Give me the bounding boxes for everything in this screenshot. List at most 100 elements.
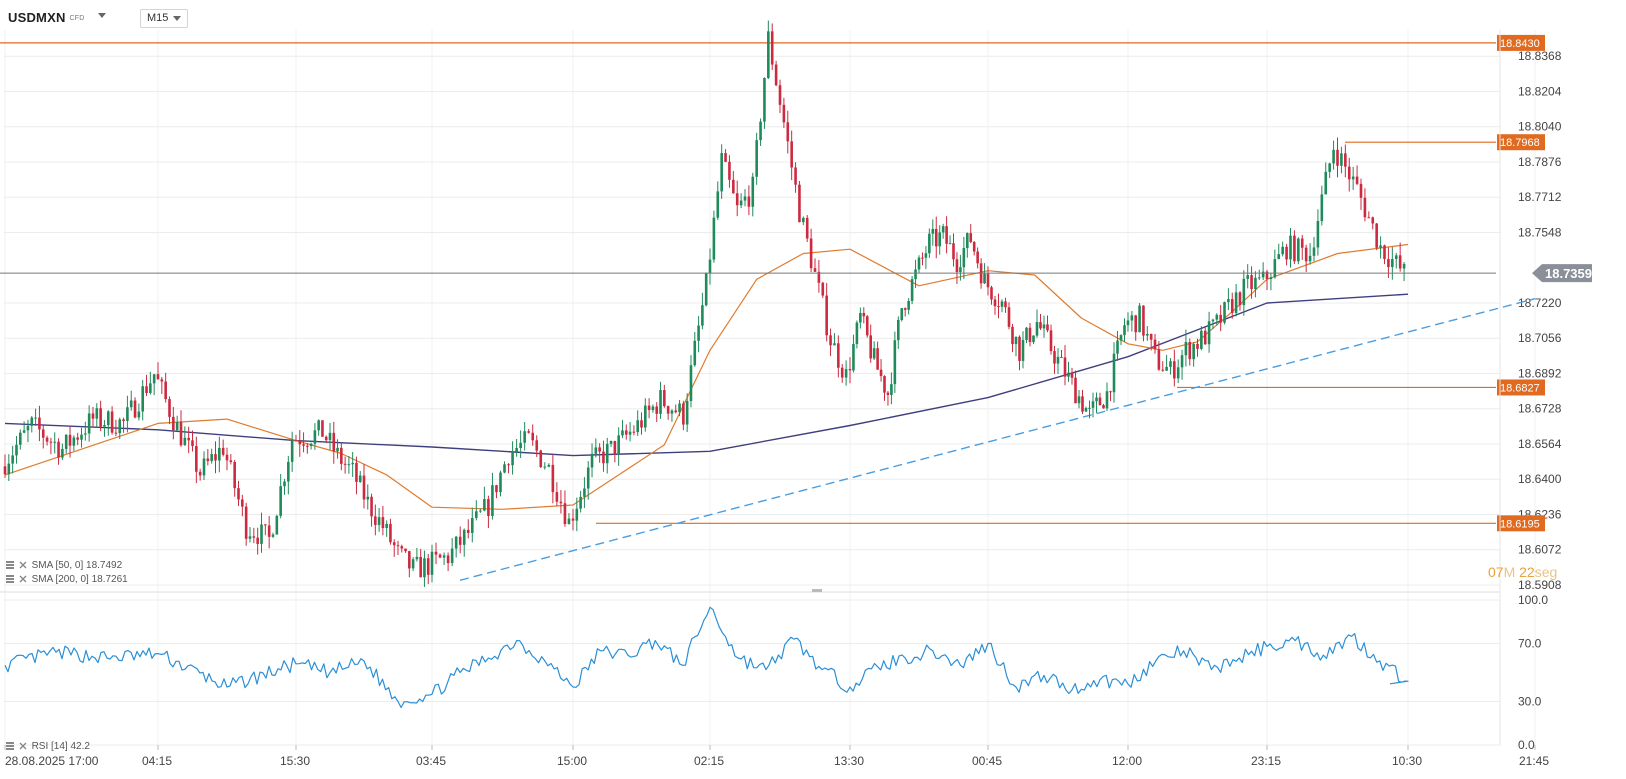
current-price-label: 18.7359 <box>1545 266 1592 281</box>
candle-body <box>229 460 233 463</box>
candle-body <box>778 85 782 105</box>
candle-body <box>470 517 474 533</box>
candle-body <box>411 559 415 569</box>
settings-icon[interactable] <box>6 575 14 583</box>
sma50-label: SMA [50, 0] 18.7492 <box>31 560 123 571</box>
candle-body <box>30 417 34 426</box>
candle-body <box>893 340 897 385</box>
candle-body <box>825 295 828 336</box>
candle-body <box>38 417 41 430</box>
time-tick-label: 12:00 <box>1112 754 1142 768</box>
candle-body <box>1063 357 1067 377</box>
candle-body <box>1028 327 1032 343</box>
candle-body <box>647 405 651 411</box>
rsi-label: RSI [14] 42.2 <box>31 741 90 752</box>
close-icon[interactable] <box>19 742 27 750</box>
candle-body <box>336 447 339 452</box>
candle-body <box>1098 397 1102 406</box>
candle-body <box>786 122 790 142</box>
candle-body <box>759 121 762 141</box>
candle-body <box>809 238 813 269</box>
sma200-legend[interactable]: SMA [200, 0] 18.7261 <box>6 574 128 585</box>
candle-body <box>1032 335 1035 343</box>
candle-body <box>865 316 869 336</box>
candle-body <box>1285 246 1288 260</box>
candle-body <box>1281 246 1284 255</box>
candle-body <box>313 430 317 444</box>
candle-body <box>91 413 95 419</box>
candle-body <box>1328 163 1331 172</box>
candle-body <box>126 407 129 421</box>
candle-body <box>763 77 766 122</box>
candle-body <box>1109 391 1112 393</box>
symbol-selector[interactable]: USDMXN CFD <box>8 10 85 25</box>
price-tick-label: 18.6400 <box>1518 472 1562 486</box>
candle-body <box>1223 302 1226 323</box>
rsi-legend[interactable]: RSI [14] 42.2 <box>6 741 90 752</box>
candle-body <box>1394 255 1398 259</box>
candle-body <box>594 447 598 454</box>
current-price: 18.7359 <box>0 264 1592 283</box>
candle-body <box>475 511 478 518</box>
candle-body <box>404 548 407 552</box>
candle-body <box>61 448 64 458</box>
candle-body <box>531 432 535 441</box>
timeframe-label: M15 <box>147 12 169 24</box>
candle-body <box>833 343 836 346</box>
time-tick-label: 28.08.2025 17:00 <box>5 754 99 768</box>
candle-body <box>644 405 647 428</box>
candle-body <box>519 442 522 449</box>
candle-body <box>1387 259 1390 268</box>
candle-body <box>1021 339 1025 361</box>
settings-icon[interactable] <box>6 742 14 750</box>
candle-body <box>275 515 279 535</box>
candle-body <box>632 431 636 433</box>
close-icon[interactable] <box>19 575 27 583</box>
candle-body <box>430 551 434 575</box>
candle-body <box>118 419 122 434</box>
time-tick-label: 15:00 <box>557 754 587 768</box>
candle-body <box>1332 149 1335 164</box>
candle-body <box>1119 335 1123 341</box>
candle-body <box>76 437 79 440</box>
time-tick-label: 15:30 <box>280 754 310 768</box>
candle-body <box>852 343 855 371</box>
candle-body <box>1081 396 1084 412</box>
candle-body <box>685 401 689 425</box>
level-tag <box>1497 515 1545 532</box>
candle-body <box>515 448 518 452</box>
sma50-legend[interactable]: SMA [50, 0] 18.7492 <box>6 560 122 571</box>
timeframe-selector[interactable]: M15 <box>140 9 188 28</box>
candle-body <box>392 542 396 546</box>
candle-body <box>1142 305 1145 336</box>
settings-icon[interactable] <box>6 561 14 569</box>
candle-body <box>294 440 298 442</box>
candle-body <box>907 300 910 310</box>
candle-body <box>917 257 921 270</box>
candle-body <box>1042 324 1046 329</box>
candle-body <box>805 217 809 239</box>
candle-body <box>487 499 490 516</box>
time-tick-label: 21:45 <box>1519 754 1549 768</box>
candle-body <box>1161 369 1165 371</box>
candle-body <box>1320 194 1324 222</box>
candle-body <box>886 392 890 395</box>
candle-body <box>993 299 997 307</box>
candle-body <box>80 434 83 440</box>
candle-body <box>598 447 601 452</box>
candle-body <box>183 437 187 446</box>
candle-body <box>1398 255 1402 269</box>
candle-body <box>1060 356 1063 358</box>
candle-body <box>539 450 543 468</box>
candle-body <box>1293 235 1296 262</box>
candle-body <box>1112 353 1116 393</box>
candle-body <box>1340 153 1343 166</box>
trendline <box>459 298 1536 581</box>
candle-body <box>479 510 482 512</box>
close-icon[interactable] <box>19 561 27 569</box>
candle-body <box>976 251 979 264</box>
candle-body <box>408 551 411 569</box>
candle-body <box>1359 183 1363 198</box>
chevron-down-icon[interactable] <box>98 13 106 18</box>
